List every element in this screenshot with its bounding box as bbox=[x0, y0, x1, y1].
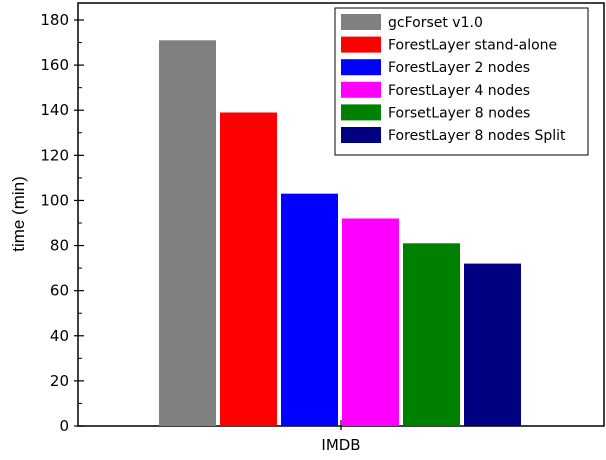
y-tick-label: 0 bbox=[59, 417, 69, 435]
legend-swatch bbox=[341, 127, 381, 143]
legend-swatch bbox=[341, 59, 381, 76]
legend-swatch bbox=[341, 104, 381, 121]
bars bbox=[159, 40, 521, 427]
y-tick-label: 140 bbox=[40, 101, 69, 119]
bar-2 bbox=[220, 112, 277, 426]
x-tick-label: IMDB bbox=[321, 436, 360, 454]
bar-5 bbox=[403, 243, 460, 426]
y-axis-ticks: 0 20 40 60 80 100 120 140 160 180 bbox=[40, 11, 84, 435]
legend-label: gcForset v1.0 bbox=[388, 15, 483, 31]
x-axis-ticks: IMDB bbox=[321, 420, 361, 454]
y-tick-label: 60 bbox=[50, 282, 69, 300]
legend: gcForset v1.0 ForestLayer stand-alone Fore… bbox=[334, 7, 589, 156]
y-tick-label: 80 bbox=[50, 237, 69, 255]
bar-4 bbox=[342, 218, 399, 426]
legend-label: ForestLayer 8 nodes Split bbox=[388, 128, 566, 144]
legend-swatch bbox=[341, 81, 381, 98]
legend-swatch bbox=[341, 36, 381, 53]
y-tick-label: 100 bbox=[40, 191, 69, 209]
bar-6 bbox=[464, 263, 521, 426]
y-tick-label: 20 bbox=[50, 372, 69, 390]
bar-3 bbox=[281, 193, 338, 426]
legend-label: ForsetLayer 8 nodes bbox=[388, 105, 530, 121]
legend-label: ForestLayer stand-alone bbox=[388, 38, 557, 54]
legend-label: ForestLayer 4 nodes bbox=[388, 83, 530, 99]
legend-label: ForestLayer 2 nodes bbox=[388, 60, 530, 76]
y-axis-title: time (min) bbox=[9, 176, 28, 252]
legend-swatch bbox=[341, 14, 381, 30]
y-tick-label: 120 bbox=[40, 146, 69, 164]
y-tick-label: 160 bbox=[40, 56, 69, 74]
y-tick-label: 40 bbox=[50, 327, 69, 345]
bar-1 bbox=[159, 40, 216, 427]
y-tick-label: 180 bbox=[40, 11, 69, 29]
